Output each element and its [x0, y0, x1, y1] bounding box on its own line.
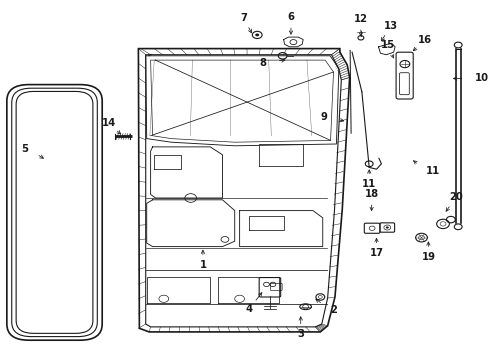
- Text: 3: 3: [297, 329, 304, 339]
- Text: 6: 6: [287, 12, 294, 22]
- Text: 12: 12: [353, 14, 367, 24]
- Circle shape: [385, 226, 388, 229]
- Text: 4: 4: [245, 304, 252, 314]
- Text: 20: 20: [448, 193, 462, 202]
- Text: 7: 7: [240, 13, 246, 23]
- Text: 1: 1: [199, 260, 206, 270]
- Text: 15: 15: [380, 40, 394, 50]
- Text: 2: 2: [330, 305, 337, 315]
- Text: 16: 16: [417, 35, 431, 45]
- Circle shape: [255, 33, 259, 36]
- Text: 19: 19: [421, 252, 434, 262]
- Text: 10: 10: [474, 73, 488, 84]
- Text: 11: 11: [361, 179, 376, 189]
- Text: 5: 5: [21, 144, 28, 154]
- Text: 11: 11: [425, 166, 439, 176]
- Text: 17: 17: [369, 248, 383, 258]
- Text: 8: 8: [259, 58, 265, 68]
- Text: 18: 18: [364, 189, 378, 199]
- Text: 14: 14: [102, 118, 116, 128]
- Text: 13: 13: [383, 21, 397, 31]
- Text: 9: 9: [320, 112, 326, 122]
